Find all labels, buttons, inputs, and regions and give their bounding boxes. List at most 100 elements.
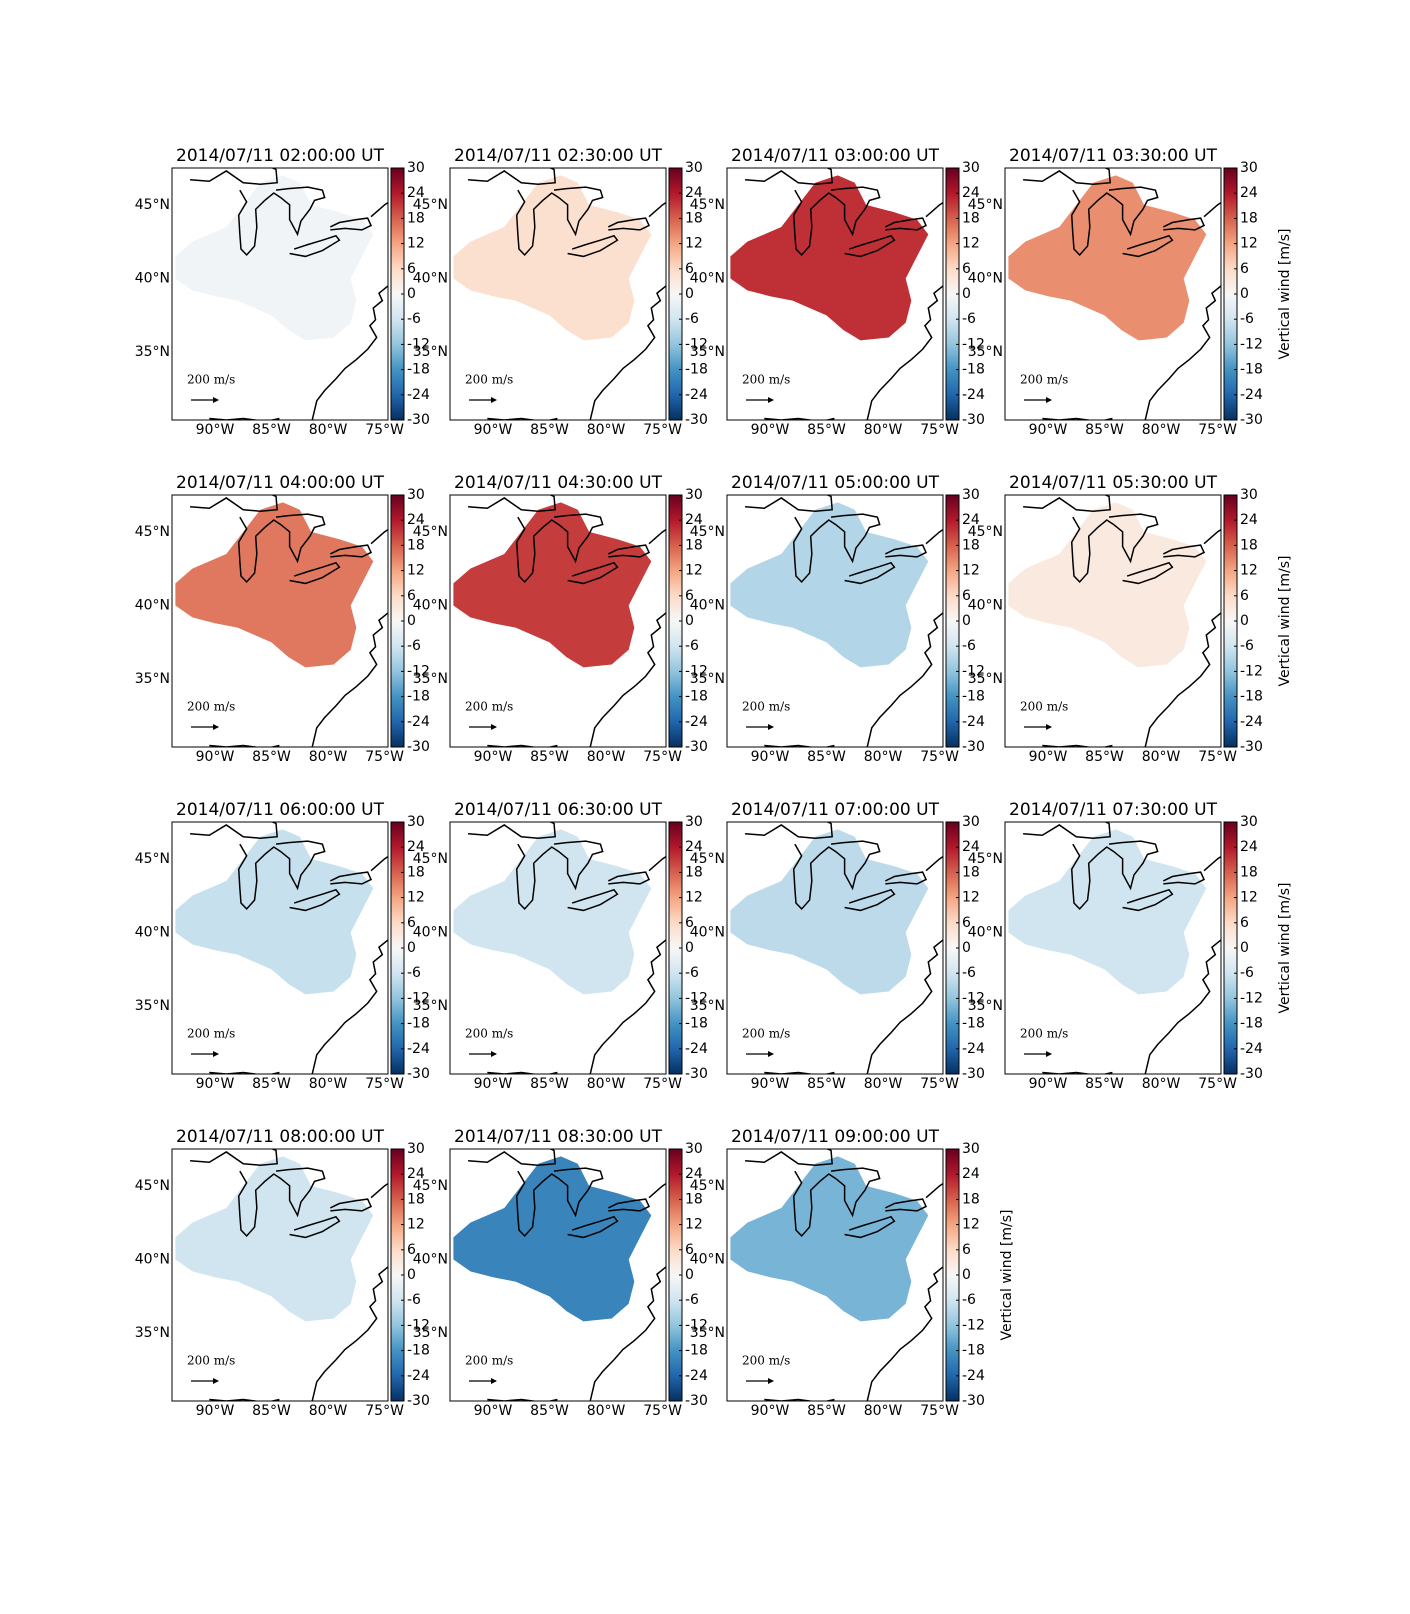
coastline [884, 871, 928, 885]
coastline [190, 168, 278, 185]
colorbar-tick-label: 6 [407, 588, 416, 604]
map-frame [171, 494, 389, 748]
colorbar-tick-label: 30 [1240, 487, 1258, 503]
colorbar-tick-label: 24 [962, 185, 980, 201]
wind-field [730, 1156, 929, 1322]
colorbar-tick-label: -24 [1240, 714, 1263, 730]
coastline [237, 1167, 326, 1238]
coastline [925, 528, 943, 545]
colorbar-tick-label: 30 [962, 814, 980, 830]
wind-field [175, 502, 374, 668]
panel-title: 2014/07/11 06:30:00 UT [454, 800, 663, 820]
coastline [1023, 168, 1111, 185]
x-tick-label: 80°W [309, 1403, 348, 1419]
x-tick-label: 75°W [643, 1076, 682, 1092]
colorbar-tick-label: 12 [1240, 563, 1258, 579]
colorbar-tick-label: -24 [1240, 1041, 1263, 1057]
wind-field [175, 1156, 374, 1322]
x-tick-label: 80°W [864, 749, 903, 765]
colorbar-tick-label: 6 [685, 261, 694, 277]
coastline [1122, 561, 1174, 585]
x-tick-label: 80°W [587, 422, 626, 438]
coastline [844, 1215, 896, 1239]
coastline [468, 1149, 556, 1166]
colorbar-tick-label: -6 [685, 965, 699, 981]
coastline [607, 217, 651, 231]
colorbar-tick-label: 12 [685, 236, 703, 252]
coastline [607, 544, 651, 558]
colorbar-tick-label: 12 [962, 563, 980, 579]
x-tick-label: 90°W [1029, 1076, 1068, 1092]
coastline [289, 1215, 341, 1239]
x-tick-label: 85°W [252, 749, 291, 765]
coastline [607, 1198, 651, 1212]
map-area [175, 495, 388, 747]
colorbar-tick-label: -6 [1240, 965, 1254, 981]
colorbar-tick-label: 6 [407, 1242, 416, 1258]
coastline [289, 561, 341, 585]
colorbar-tick-label: 0 [685, 613, 694, 629]
panel-title: 2014/07/11 04:00:00 UT [176, 473, 385, 493]
x-tick-label: 90°W [751, 749, 790, 765]
wind-field [730, 829, 929, 995]
coastline [1122, 888, 1174, 912]
x-tick-label: 90°W [196, 1403, 235, 1419]
y-tick-label: 40°N [135, 925, 170, 941]
map-frame [171, 1148, 389, 1402]
x-tick-label: 90°W [1029, 749, 1068, 765]
colorbar-tick-label: 30 [962, 487, 980, 503]
quiver-key-head [213, 397, 219, 403]
coastline [329, 544, 373, 558]
y-tick-label: 40°N [413, 925, 448, 941]
colorbar-tick-label: -24 [407, 714, 430, 730]
colorbar-tick-label: -12 [685, 990, 708, 1006]
colorbar-tick-label: -12 [685, 663, 708, 679]
coastline [1144, 612, 1221, 747]
panel: 2014/07/11 07:30:00 UT 90°W 85°W 80°W 75°W 35… [968, 800, 1293, 1092]
map-frame [449, 494, 667, 748]
map-area [453, 495, 666, 747]
colorbar-tick-label: 0 [962, 1267, 971, 1283]
y-tick-label: 40°N [413, 271, 448, 287]
coastline [515, 1167, 604, 1238]
y-tick-label: 45°N [690, 524, 725, 540]
colorbar-tick-label: -6 [685, 638, 699, 654]
colorbar-tick-label: 0 [685, 1267, 694, 1283]
colorbar-tick-label: -18 [962, 1016, 985, 1032]
x-tick-label: 80°W [864, 1403, 903, 1419]
map-frame [1004, 494, 1222, 748]
colorbar-tick-label: 6 [407, 915, 416, 931]
wind-field [1008, 175, 1207, 341]
panel-title: 2014/07/11 05:00:00 UT [731, 473, 940, 493]
panel: 2014/07/11 03:30:00 UT 90°W 85°W 80°W 75°W 35… [968, 146, 1293, 438]
colorbar-tick-label: -6 [685, 311, 699, 327]
colorbar-tick-label: -24 [962, 1368, 985, 1384]
y-tick-label: 45°N [968, 851, 1003, 867]
y-tick-label: 35°N [135, 671, 170, 687]
coastline [1203, 528, 1221, 545]
coastline [1070, 513, 1159, 584]
coastline [1070, 186, 1159, 257]
y-tick-label: 35°N [690, 998, 725, 1014]
y-tick-label: 45°N [135, 851, 170, 867]
y-tick-label: 45°N [968, 524, 1003, 540]
colorbar-tick-label: -24 [685, 387, 708, 403]
x-tick-label: 75°W [643, 749, 682, 765]
x-tick-label: 75°W [1198, 422, 1237, 438]
quiver-key-head [491, 724, 497, 730]
colorbar-tick-label: -18 [407, 1343, 430, 1359]
quiver-key-head [491, 397, 497, 403]
panel: 2014/07/11 03:00:00 UT 90°W 85°W 80°W 75°W 35… [690, 146, 985, 438]
map-frame [1004, 167, 1222, 421]
colorbar-tick-label: -6 [1240, 311, 1254, 327]
colorbar-tick-label: 0 [1240, 286, 1249, 302]
map-frame [726, 167, 944, 421]
colorbar-tick-label: -24 [685, 1041, 708, 1057]
coastline [289, 888, 341, 912]
coastline [745, 1149, 833, 1166]
x-tick-label: 90°W [751, 1403, 790, 1419]
y-tick-label: 45°N [690, 851, 725, 867]
quiver-key-label: 200 m/s [187, 373, 235, 387]
coastline [311, 612, 388, 747]
y-tick-label: 45°N [413, 524, 448, 540]
